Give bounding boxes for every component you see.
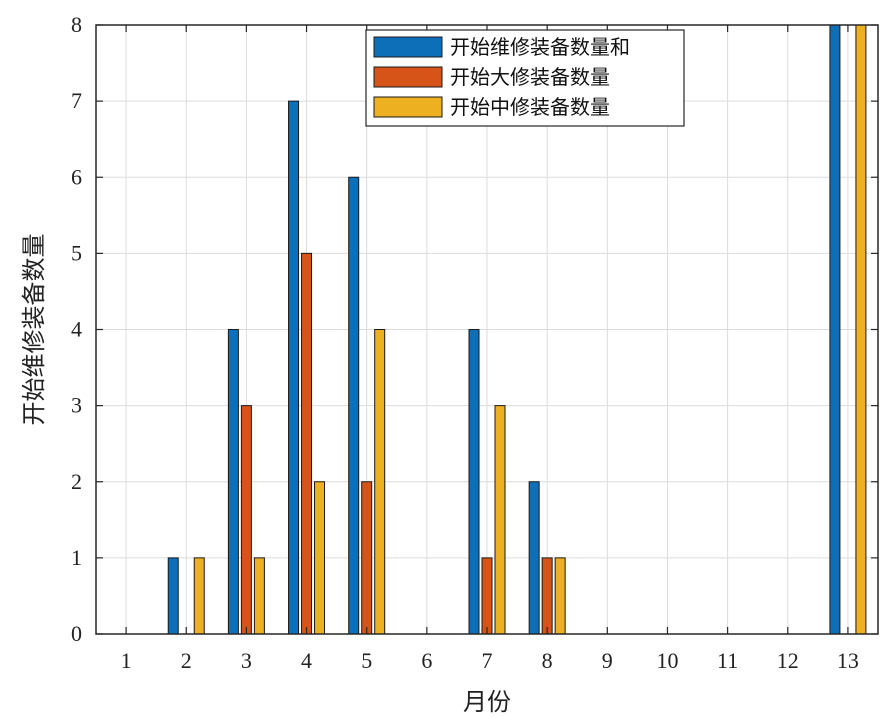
y-tick-label: 0 xyxy=(71,621,82,646)
legend-swatch xyxy=(373,96,443,118)
y-tick-label: 8 xyxy=(71,12,82,37)
x-tick-label: 9 xyxy=(602,648,613,673)
bar xyxy=(528,481,540,635)
x-tick-label: 5 xyxy=(361,648,372,673)
legend-entry: 开始维修装备数量和 xyxy=(450,35,630,59)
x-tick-label: 12 xyxy=(777,648,799,673)
bar xyxy=(193,557,205,635)
legend-swatch xyxy=(373,66,443,88)
bar xyxy=(240,405,252,635)
bar xyxy=(288,100,300,635)
bar xyxy=(301,252,313,635)
y-tick-label: 1 xyxy=(71,545,82,570)
y-tick-label: 4 xyxy=(71,317,82,342)
legend-entry: 开始中修装备数量 xyxy=(450,95,610,119)
x-tick-label: 13 xyxy=(837,648,859,673)
bar xyxy=(361,481,373,635)
legend-entry: 开始大修装备数量 xyxy=(450,65,610,89)
bar xyxy=(494,405,506,635)
legend-swatch xyxy=(373,36,443,58)
bar xyxy=(481,557,493,635)
bar xyxy=(541,557,553,635)
x-tick-label: 7 xyxy=(482,648,493,673)
x-tick-label: 2 xyxy=(181,648,192,673)
bar xyxy=(468,329,480,635)
y-tick-label: 7 xyxy=(71,88,82,113)
bar xyxy=(253,557,265,635)
bar xyxy=(314,481,326,635)
bar xyxy=(348,176,360,635)
y-tick-label: 2 xyxy=(71,469,82,494)
y-axis-title: 开始维修装备数量 xyxy=(20,234,48,426)
x-tick-label: 11 xyxy=(717,648,738,673)
y-tick-label: 5 xyxy=(71,240,82,265)
bar xyxy=(374,329,386,635)
x-tick-label: 8 xyxy=(542,648,553,673)
bar xyxy=(855,24,867,635)
x-tick-label: 1 xyxy=(121,648,132,673)
x-tick-label: 10 xyxy=(656,648,678,673)
y-tick-label: 6 xyxy=(71,164,82,189)
x-axis-title: 月份 xyxy=(463,688,511,716)
y-tick-label: 3 xyxy=(71,393,82,418)
x-tick-label: 6 xyxy=(421,648,432,673)
x-tick-label: 3 xyxy=(241,648,252,673)
bars xyxy=(167,24,867,635)
bar xyxy=(167,557,179,635)
x-tick-label: 4 xyxy=(301,648,312,673)
bar xyxy=(829,24,841,635)
bar xyxy=(227,329,239,635)
bar xyxy=(554,557,566,635)
